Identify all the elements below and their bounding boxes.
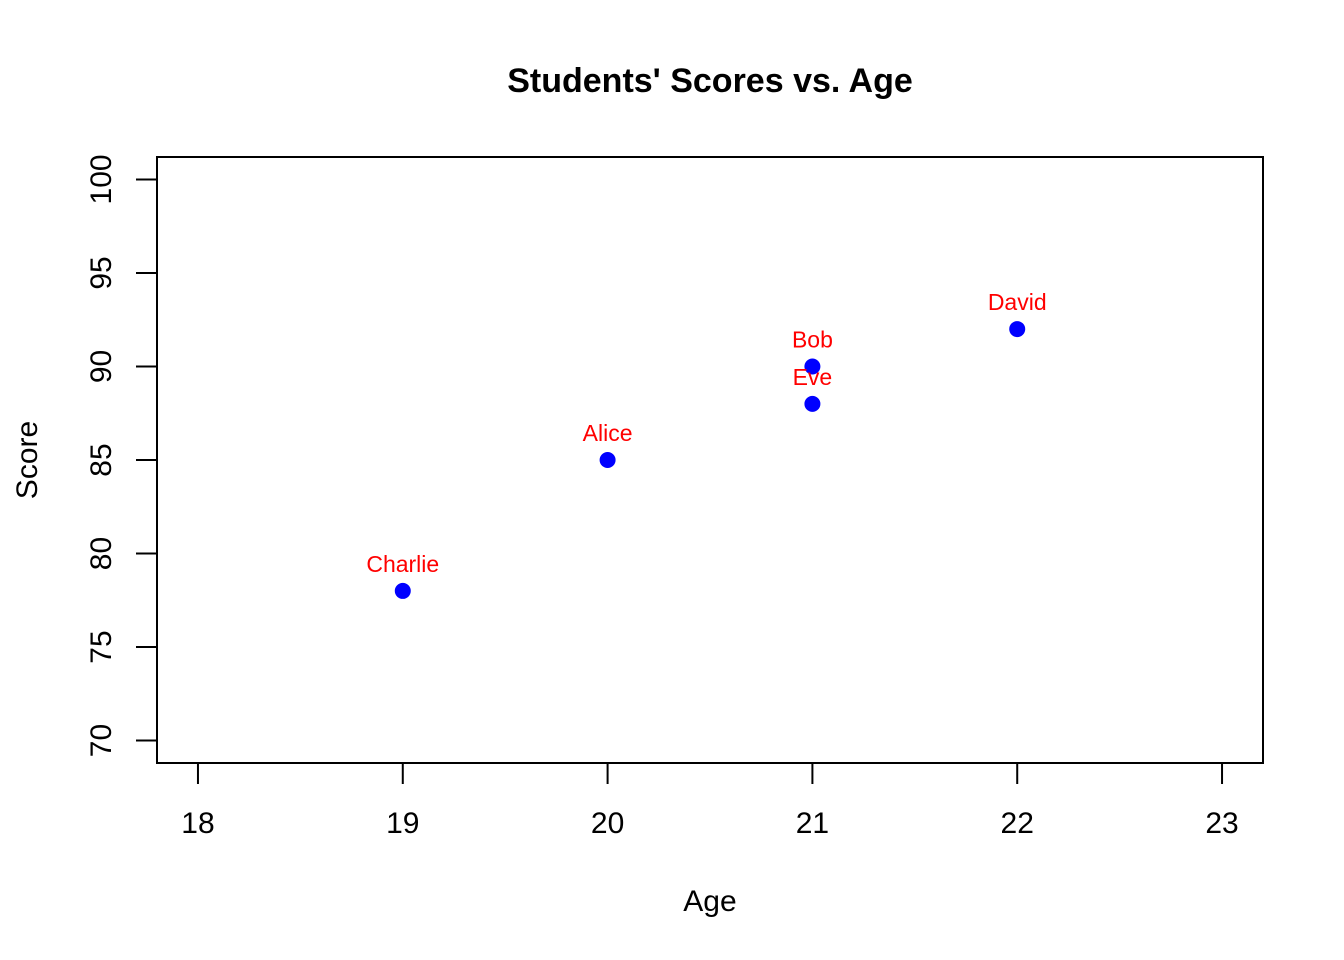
y-tick-label-3: 85: [85, 443, 118, 476]
point-label-david: David: [988, 289, 1047, 315]
points-layer: [394, 321, 1026, 599]
y-axis-label: Score: [11, 421, 44, 499]
data-point-charlie: [394, 582, 411, 599]
x-tick-label-1: 19: [386, 807, 419, 840]
x-axis-label: Age: [683, 885, 736, 918]
point-label-eve: Eve: [793, 364, 833, 390]
chart-title: Students' Scores vs. Age: [507, 62, 913, 100]
y-axis: 70 75 80 85 90 95 100: [85, 154, 158, 757]
y-tick-label-4: 90: [85, 350, 118, 383]
x-tick-label-3: 21: [796, 807, 829, 840]
y-tick-label-5: 95: [85, 256, 118, 289]
y-tick-label-6: 100: [85, 154, 118, 204]
x-tick-label-5: 23: [1205, 807, 1238, 840]
data-point-eve: [804, 395, 821, 412]
data-point-bob: [804, 358, 821, 375]
point-label-charlie: Charlie: [366, 551, 439, 577]
data-point-alice: [599, 452, 616, 468]
labels-layer: Alice Bob Charlie David Eve: [366, 289, 1046, 577]
x-tick-label-4: 22: [1001, 807, 1034, 840]
plot-frame: [156, 156, 1264, 764]
data-point-david: [1009, 321, 1026, 338]
x-axis: 18 19 20 21 22 23: [181, 762, 1239, 840]
x-tick-label-0: 18: [181, 807, 214, 840]
point-label-bob: Bob: [792, 326, 833, 352]
point-label-alice: Alice: [583, 420, 633, 446]
y-tick-label-2: 80: [85, 537, 118, 570]
y-tick-label-1: 75: [85, 630, 118, 663]
x-tick-label-2: 20: [591, 807, 624, 840]
y-tick-label-0: 70: [85, 724, 118, 757]
